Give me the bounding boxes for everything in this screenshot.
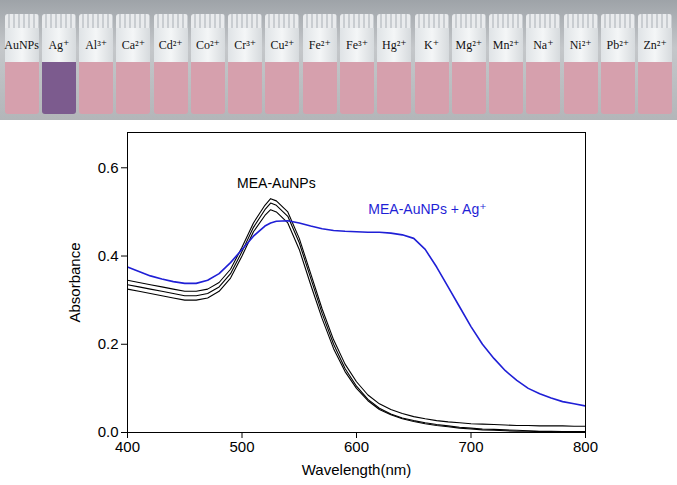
html-text:AuNPs: AuNPs	[4, 37, 39, 52]
html-text:Cu²⁺: Cu²⁺	[270, 37, 295, 52]
html-text:Cd²⁺: Cd²⁺	[158, 37, 183, 52]
html-text:Zn²⁺: Zn²⁺	[643, 37, 667, 52]
html-text:Al³⁺: Al³⁺	[85, 37, 108, 52]
svg-text:700: 700	[458, 438, 483, 455]
html-text:Ag⁺: Ag⁺	[48, 37, 70, 52]
html-text:Cr³⁺: Cr³⁺	[234, 37, 257, 52]
svg-text:MEA-AuNPs: MEA-AuNPs	[237, 175, 316, 191]
svg-text:0.4: 0.4	[98, 247, 119, 264]
html-text:K⁺: K⁺	[424, 37, 439, 52]
html-text:Fe³⁺: Fe³⁺	[346, 37, 368, 52]
html-text:Fe²⁺: Fe²⁺	[308, 37, 331, 52]
svg-text:Wavelength(nm): Wavelength(nm)	[302, 461, 411, 478]
html-text:Pb²⁺: Pb²⁺	[606, 37, 630, 52]
svg-text:800: 800	[573, 438, 598, 455]
html-text:Ni²⁺: Ni²⁺	[569, 37, 592, 52]
svg-text:0.2: 0.2	[98, 335, 119, 352]
svg-text:Absorbance: Absorbance	[66, 242, 83, 322]
svg-text:500: 500	[229, 438, 254, 455]
svg-text:0.0: 0.0	[97, 423, 119, 441]
html-text:Mg²⁺: Mg²⁺	[455, 37, 483, 52]
html-text:Co²⁺: Co²⁺	[196, 37, 220, 52]
svg-text:MEA-AuNPs + Ag⁺: MEA-AuNPs + Ag⁺	[368, 201, 486, 217]
svg-text:0.6: 0.6	[98, 159, 119, 176]
svg-text:400: 400	[115, 438, 140, 455]
html-text:Hg²⁺: Hg²⁺	[382, 37, 407, 52]
svg-text:600: 600	[344, 438, 369, 455]
html-text:Mn²⁺: Mn²⁺	[492, 37, 520, 52]
html-text:Na⁺: Na⁺	[533, 37, 554, 52]
html-text:Ca²⁺: Ca²⁺	[121, 37, 145, 52]
